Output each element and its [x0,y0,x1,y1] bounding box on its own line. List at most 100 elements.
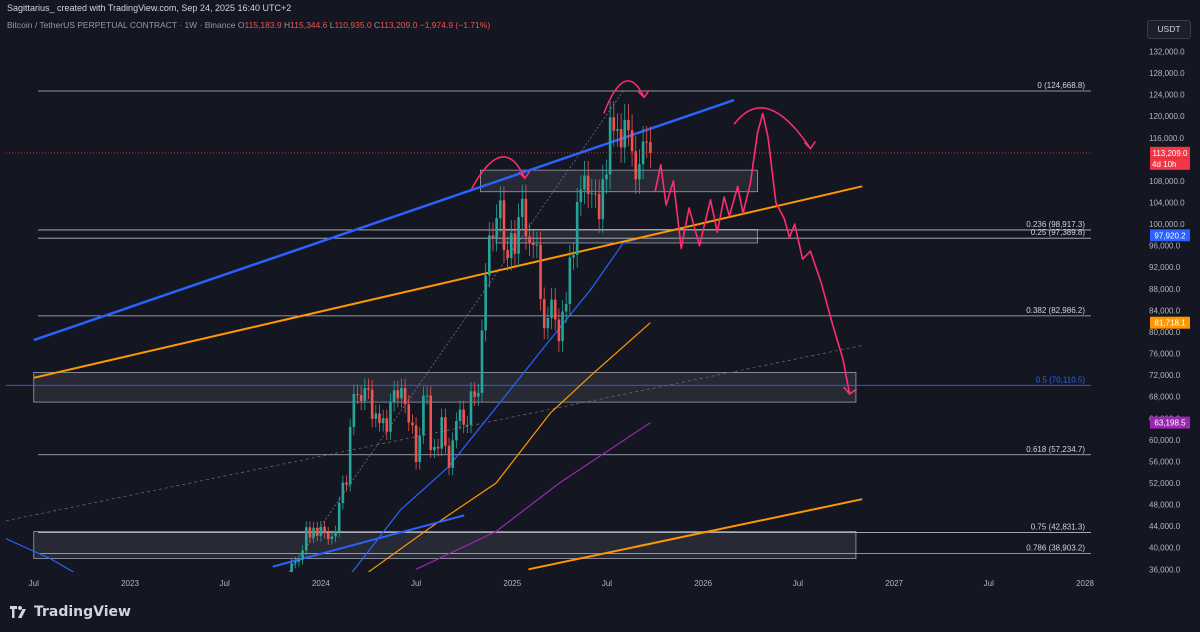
annotation-arc-0 [470,156,526,190]
trendline-3 [272,514,465,568]
candle-body [407,404,411,423]
y-tick-label: 116,000.0 [1149,134,1185,143]
candle-body [619,129,623,148]
x-tick-label: Jul [602,579,612,588]
candle-body [539,244,542,300]
fib-label: 0.382 (82,986.2) [1026,306,1085,315]
candle-body [491,235,495,239]
candle-body [506,249,509,259]
candle-body [638,164,641,180]
fib-label: 0.786 (38,903.2) [1026,544,1085,553]
fib-label: 0 (124,668.8) [1037,81,1085,90]
tradingview-logo[interactable]: TradingView [10,604,131,620]
candle-body [466,424,469,426]
candle-body [513,233,517,254]
candle-body [451,440,454,468]
x-tick-label: 2025 [503,579,521,588]
symbol-name[interactable]: Bitcoin / TetherUS PERPETUAL CONTRACT · … [7,20,236,30]
candle-body [389,402,392,432]
close-value: 113,209.0 [380,20,418,30]
candle-body [341,482,345,503]
candle-body [561,311,564,342]
x-tick-label: 2023 [121,579,139,588]
y-tick-label: 92,000.0 [1149,263,1181,272]
candle-body [630,130,634,152]
candle-body [649,142,652,153]
y-tick-label: 132,000.0 [1149,47,1185,56]
candle-body [623,119,627,148]
candle-body [374,413,378,419]
candle-body [429,395,433,451]
candle-body [363,388,367,402]
candle-body [594,193,597,195]
moving-average-3 [415,422,651,570]
candle-body [579,189,583,202]
candle-body [495,218,498,239]
annotation-arc-1 [603,80,645,114]
open-label: O [237,20,245,30]
candle-body [524,198,528,237]
moving-average-1 [351,234,651,572]
candle-body [455,420,458,441]
y-tick-label: 124,000.0 [1149,91,1185,100]
candle-body [480,330,484,393]
high-label: H [284,20,291,30]
y-tick-label: 76,000.0 [1149,350,1181,359]
candle-body [583,175,586,190]
currency-button[interactable]: USDT [1147,20,1191,39]
candle-body [411,422,414,426]
candle-body [356,394,359,396]
candle-body [645,141,649,143]
y-tick-label: 100,000.0 [1149,220,1185,229]
y-tick-label: 128,000.0 [1149,69,1185,78]
candle-body [601,179,605,220]
open-value: 115,183.9 [244,20,282,30]
candle-body [616,129,619,131]
projection-arrowhead [843,386,858,396]
y-tick-label: 48,000.0 [1149,501,1181,510]
candle-body [385,418,389,432]
candle-body [348,426,352,485]
close-label: C [374,20,381,30]
x-tick-label: Jul [984,579,994,588]
candle-body [509,233,513,259]
x-tick-label: Jul [411,579,421,588]
price-badge-bg [1150,146,1190,159]
candle-body [546,317,550,329]
y-tick-label: 44,000.0 [1149,522,1181,531]
candle-body [381,418,385,424]
candle-body [520,198,524,218]
annotation-arc-2 [733,107,812,149]
candle-body [433,446,436,451]
fib-diagonal-2 [6,345,863,522]
change-value: −1,974.9 (−1.71%) [419,20,491,30]
candle-body [352,394,356,427]
y-tick-label: 72,000.0 [1149,371,1181,380]
y-tick-label: 104,000.0 [1149,199,1185,208]
x-tick-label: 2027 [885,579,903,588]
candle-body [608,117,612,175]
candle-body [422,395,425,436]
fib-label: 0.618 (57,234.7) [1026,445,1085,454]
low-value: 110,935.0 [334,20,372,30]
candle-body [557,319,561,342]
trendline-1 [33,185,863,379]
x-tick-label: 2024 [312,579,330,588]
countdown-bg [1150,158,1190,170]
y-tick-label: 60,000.0 [1149,436,1181,445]
y-tick-label: 80,000.0 [1149,328,1181,337]
annotation-arrowhead-2 [803,141,817,150]
symbol-info: Bitcoin / TetherUS PERPETUAL CONTRACT · … [0,18,490,32]
candle-body [297,559,301,562]
candle-body [345,482,348,485]
candle-body [440,417,444,449]
candle-body [597,193,601,220]
candle-body [400,388,403,399]
fib-label: 0.236 (98,917.3) [1026,220,1085,229]
candle-body [337,502,341,532]
x-tick-label: Jul [793,579,803,588]
price-badge: 81,718.1 [1154,319,1186,328]
fib-label: 0.25 (97,389.8) [1031,228,1086,237]
candle-body [477,392,480,397]
